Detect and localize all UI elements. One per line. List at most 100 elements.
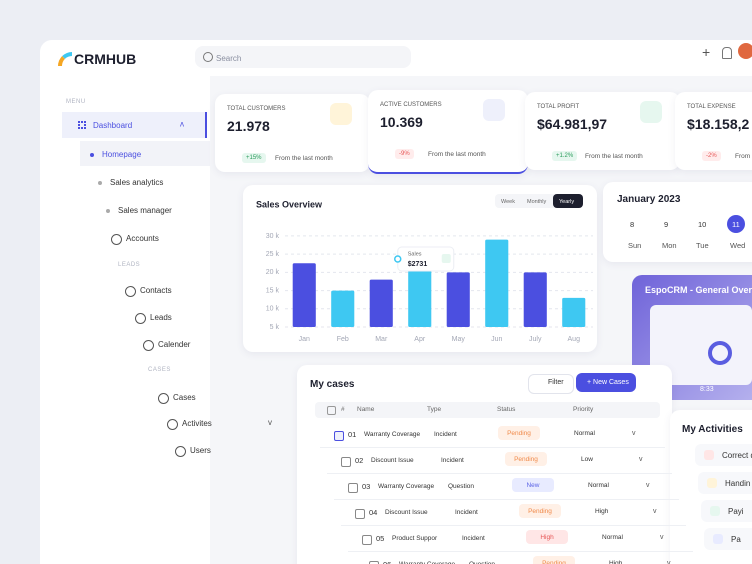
checkbox[interactable]	[355, 509, 365, 519]
menu-item[interactable]: Dashboard	[93, 121, 133, 130]
row-chevron[interactable]: v	[639, 456, 643, 463]
checkbox[interactable]	[341, 457, 351, 467]
x-tick-label: Apr	[414, 336, 426, 343]
row-line	[348, 551, 693, 552]
x-tick-label: Jun	[491, 336, 502, 343]
activity-icon	[713, 534, 723, 544]
activity-icon	[707, 478, 717, 488]
search-icon	[203, 52, 213, 62]
sales-chart: Sales Overview Week Monthly Yearly 5 k 10 k 15…	[256, 194, 593, 343]
row-chevron[interactable]: v	[632, 430, 636, 437]
status-badge	[519, 504, 561, 518]
menu-item[interactable]: Cases	[173, 393, 196, 402]
menu-icon	[158, 393, 169, 404]
status-badge	[512, 478, 554, 492]
stat-change: -2%	[702, 151, 721, 161]
add-icon[interactable]: +	[702, 44, 711, 60]
checkbox[interactable]	[369, 561, 379, 564]
calendar-day[interactable]: 8	[630, 220, 635, 229]
bell-icon[interactable]	[722, 47, 732, 59]
case-name[interactable]: Warranty Coverage	[364, 431, 421, 438]
menu-item[interactable]: Activites	[182, 419, 212, 428]
menu-item[interactable]: Leads	[150, 313, 172, 322]
row-chevron[interactable]: v	[667, 560, 671, 564]
stat-label: TOTAL CUSTOMERS	[227, 106, 286, 112]
calendar-weekday: Sun	[628, 241, 642, 250]
row-line	[327, 473, 672, 474]
column-header: Status	[497, 406, 516, 413]
menu-icon	[125, 286, 136, 297]
case-type: Incident	[441, 457, 464, 464]
cases-card	[297, 365, 672, 564]
menu-item[interactable]: Sales manager	[118, 206, 172, 215]
status-badge	[505, 452, 547, 466]
menu-icon	[167, 419, 178, 430]
column-header: Name	[357, 406, 375, 413]
row-chevron[interactable]: v	[660, 534, 664, 541]
x-tick-label: July	[529, 336, 542, 343]
menu-item[interactable]: Homepage	[102, 150, 142, 159]
case-number: 05	[376, 534, 385, 543]
logo: CRMHUB	[74, 51, 137, 67]
row-chevron[interactable]: v	[653, 508, 657, 515]
avatar[interactable]	[738, 43, 752, 59]
case-type: Question	[469, 561, 495, 564]
menu-item[interactable]: Sales analytics	[110, 178, 164, 187]
filter-label[interactable]: Filter	[548, 379, 564, 386]
activity-text[interactable]: Correct d	[722, 451, 752, 460]
case-priority: Normal	[602, 534, 623, 541]
calendar-day[interactable]: 9	[664, 220, 669, 229]
bar	[292, 263, 316, 327]
checkbox[interactable]	[362, 535, 372, 545]
case-name[interactable]: Product Suppor	[392, 535, 438, 542]
x-tick-label: Feb	[337, 336, 349, 343]
tab-active	[553, 194, 583, 208]
stat-icon	[640, 101, 662, 123]
x-tick-label: Aug	[568, 336, 581, 343]
row-chevron[interactable]: v	[646, 482, 650, 489]
activity-text[interactable]: Handin	[725, 479, 751, 488]
sub-active-row	[80, 141, 210, 166]
checkbox[interactable]	[334, 431, 344, 441]
filter-button[interactable]	[528, 374, 574, 394]
activity-icon	[704, 450, 714, 460]
bullet	[90, 153, 94, 157]
bar	[562, 297, 586, 327]
case-name[interactable]: Discount Issue	[371, 457, 414, 464]
activity-text[interactable]: Payi	[728, 507, 744, 516]
case-priority: Normal	[588, 482, 609, 489]
x-tick-label: Mar	[375, 336, 388, 343]
menu-icon	[111, 234, 122, 245]
calendar-day[interactable]: 11	[732, 220, 740, 229]
case-name[interactable]: Discount Issue	[385, 509, 428, 516]
x-tick-label: Jan	[299, 336, 310, 343]
bar	[485, 239, 509, 327]
menu-item[interactable]: Contacts	[140, 286, 172, 295]
row-line	[341, 525, 686, 526]
case-status: High	[540, 534, 554, 541]
case-number: 03	[362, 482, 371, 491]
checkbox	[327, 406, 336, 415]
menu-item[interactable]: Calender	[158, 340, 191, 349]
x-tick-label: May	[452, 336, 466, 343]
activity-text[interactable]: Pa	[731, 535, 741, 544]
stat-label: ACTIVE CUSTOMERS	[380, 102, 442, 108]
table-header	[315, 402, 660, 418]
search-box[interactable]	[195, 46, 411, 68]
new-case-button[interactable]	[576, 373, 636, 392]
video-title: EspoCRM - General Overvie	[645, 285, 752, 295]
case-number: 06	[383, 560, 391, 564]
menu-item[interactable]: Users	[190, 446, 211, 455]
checkbox[interactable]	[348, 483, 358, 493]
case-name[interactable]: Warranty Coverage	[378, 483, 435, 490]
section-label: LEADS	[118, 262, 141, 268]
case-priority: Low	[581, 456, 593, 463]
search-placeholder[interactable]: Search	[216, 54, 242, 63]
calendar-day[interactable]: 10	[698, 220, 707, 229]
day-selected	[727, 215, 745, 233]
menu-item[interactable]: Accounts	[126, 234, 159, 243]
status-badge	[498, 426, 540, 440]
new-case-label[interactable]: + New Cases	[587, 379, 629, 386]
status-badge	[526, 530, 568, 544]
case-name[interactable]: Warranty Coverage	[399, 561, 455, 564]
